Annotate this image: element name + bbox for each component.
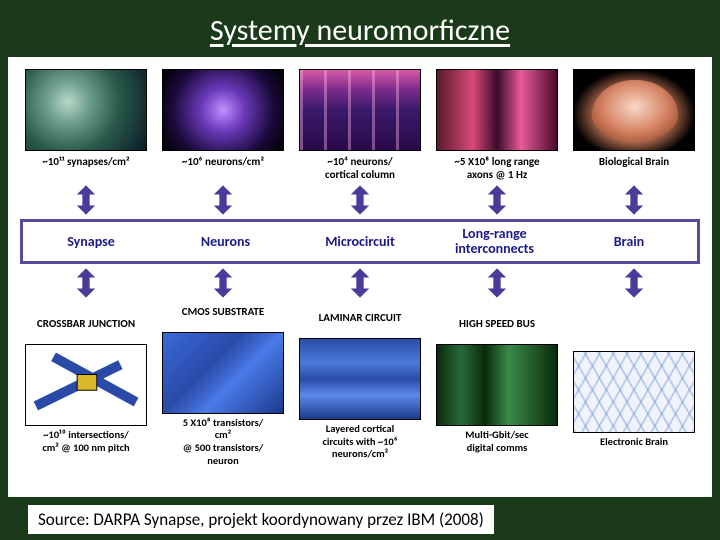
bio-col-2: ~10⁴ neurons/cortical column [294, 69, 426, 183]
double-arrow-icon [75, 268, 97, 298]
tech-title-0: CROSSBAR JUNCTION [37, 318, 135, 344]
tech-label-3: Multi-Gbit/secdigital comms [465, 429, 528, 454]
arrow-cell [568, 185, 700, 215]
tech-image-2 [299, 338, 421, 420]
double-arrow-icon [623, 185, 645, 215]
concept-band: SynapseNeuronsMicrocircuitLong-rangeinte… [20, 219, 700, 264]
bio-label-1: ~10⁶ neurons/cm² [182, 155, 264, 183]
double-arrow-icon [212, 268, 234, 298]
bio-image-0 [25, 69, 147, 151]
double-arrow-icon [349, 268, 371, 298]
tech-col-2: LAMINAR CIRCUIT Layered corticalcircuits… [294, 306, 426, 461]
tech-label-4: Electronic Brain [600, 436, 668, 449]
bio-image-2 [299, 69, 421, 151]
tech-label-2: Layered corticalcircuits with ~10⁶neuron… [322, 423, 397, 461]
bio-label-3: ~5 X10⁸ long rangeaxons @ 1 Hz [454, 155, 539, 183]
tech-col-4: Electronic Brain [568, 319, 700, 449]
tech-image-0 [25, 344, 147, 426]
tech-col-1: CMOS SUBSTRATE 5 X10⁸ transistors/cm²@ 5… [157, 300, 289, 467]
tech-image-3 [436, 344, 558, 426]
double-arrow-icon [486, 268, 508, 298]
tech-label-1: 5 X10⁸ transistors/cm²@ 500 transistors/… [183, 417, 264, 467]
arrow-cell [157, 268, 289, 298]
bio-image-3 [436, 69, 558, 151]
tech-image-4 [573, 351, 695, 433]
tech-col-3: HIGH SPEED BUS Multi-Gbit/secdigital com… [431, 312, 563, 454]
bio-label-4: Biological Brain [599, 155, 669, 183]
bio-image-row: ~10¹¹ synapses/cm² ~10⁶ neurons/cm² ~10⁴… [20, 69, 700, 183]
tech-row: CROSSBAR JUNCTION ~10¹⁰ intersections/cm… [20, 300, 700, 467]
double-arrow-icon [212, 185, 234, 215]
tech-label-0: ~10¹⁰ intersections/cm² @ 100 nm pitch [42, 429, 129, 454]
arrow-cell [157, 185, 289, 215]
concept-4: Brain [563, 234, 695, 249]
bio-col-3: ~5 X10⁸ long rangeaxons @ 1 Hz [431, 69, 563, 183]
concept-2: Microcircuit [294, 234, 426, 249]
tech-image-1 [162, 332, 284, 414]
arrow-cell [431, 268, 563, 298]
arrow-cell [20, 185, 152, 215]
arrow-row-top [20, 183, 700, 217]
tech-col-0: CROSSBAR JUNCTION ~10¹⁰ intersections/cm… [20, 312, 152, 454]
arrow-row-bottom [20, 266, 700, 300]
concept-3: Long-rangeinterconnects [429, 226, 561, 257]
arrow-cell [20, 268, 152, 298]
arrow-cell [431, 185, 563, 215]
bio-col-1: ~10⁶ neurons/cm² [157, 69, 289, 183]
tech-title-2: LAMINAR CIRCUIT [319, 312, 402, 338]
arrow-cell [294, 268, 426, 298]
double-arrow-icon [75, 185, 97, 215]
double-arrow-icon [486, 185, 508, 215]
concept-1: Neurons [160, 234, 292, 249]
bio-image-4 [573, 69, 695, 151]
bio-label-2: ~10⁴ neurons/cortical column [325, 155, 395, 183]
source-caption: Source: DARPA Synapse, projekt koordynow… [28, 505, 494, 534]
bio-col-4: Biological Brain [568, 69, 700, 183]
tech-title-1: CMOS SUBSTRATE [182, 306, 264, 332]
double-arrow-icon [623, 268, 645, 298]
concept-0: Synapse [25, 234, 157, 249]
arrow-cell [294, 185, 426, 215]
bio-col-0: ~10¹¹ synapses/cm² [20, 69, 152, 183]
diagram-panel: ~10¹¹ synapses/cm² ~10⁶ neurons/cm² ~10⁴… [8, 57, 712, 497]
slide-title: Systemy neuromorficzne [0, 0, 720, 57]
arrow-cell [568, 268, 700, 298]
tech-title-3: HIGH SPEED BUS [459, 318, 535, 344]
double-arrow-icon [349, 185, 371, 215]
bio-image-1 [162, 69, 284, 151]
bio-label-0: ~10¹¹ synapses/cm² [42, 155, 129, 183]
